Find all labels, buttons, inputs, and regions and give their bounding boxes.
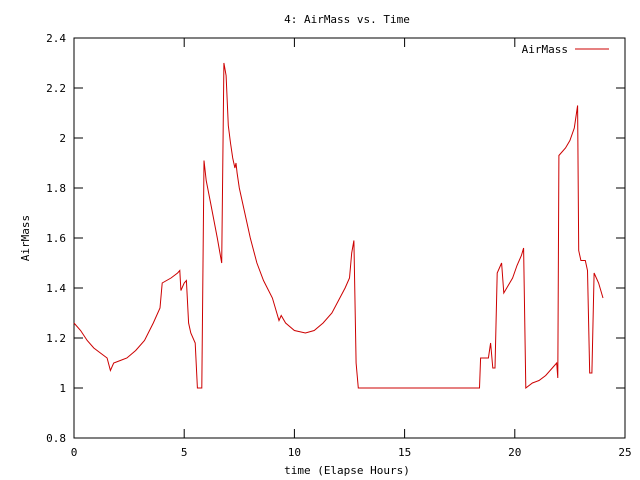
chart-title: 4: AirMass vs. Time bbox=[284, 13, 410, 26]
y-tick-label: 1 bbox=[59, 382, 66, 395]
y-tick-label: 2.4 bbox=[46, 32, 66, 45]
series-group bbox=[73, 62, 604, 389]
y-tick-label: 1.2 bbox=[46, 332, 66, 345]
x-tick-label: 0 bbox=[71, 446, 78, 459]
y-tick-label: 1.6 bbox=[46, 232, 66, 245]
x-tick-label: 15 bbox=[398, 446, 411, 459]
y-tick-label: 1.4 bbox=[46, 282, 66, 295]
x-axis-ticks: 0 5 10 15 20 25 bbox=[71, 38, 632, 459]
x-tick-label: 5 bbox=[181, 446, 188, 459]
x-tick-label: 20 bbox=[508, 446, 521, 459]
series-line-airmass bbox=[73, 62, 604, 389]
legend-label-airmass: AirMass bbox=[522, 43, 568, 56]
x-tick-label: 25 bbox=[618, 446, 631, 459]
y-tick-label: 2.2 bbox=[46, 82, 66, 95]
y-axis-ticks: 0.8 1 1.2 1.4 1.6 1.8 2 2.2 2.4 bbox=[46, 32, 625, 445]
y-tick-label: 2 bbox=[59, 132, 66, 145]
legend: AirMass bbox=[522, 43, 609, 56]
y-tick-label: 0.8 bbox=[46, 432, 66, 445]
y-tick-label: 1.8 bbox=[46, 182, 66, 195]
x-axis-label: time (Elapse Hours) bbox=[284, 464, 410, 477]
x-tick-label: 10 bbox=[288, 446, 301, 459]
y-axis-label: AirMass bbox=[19, 215, 32, 261]
